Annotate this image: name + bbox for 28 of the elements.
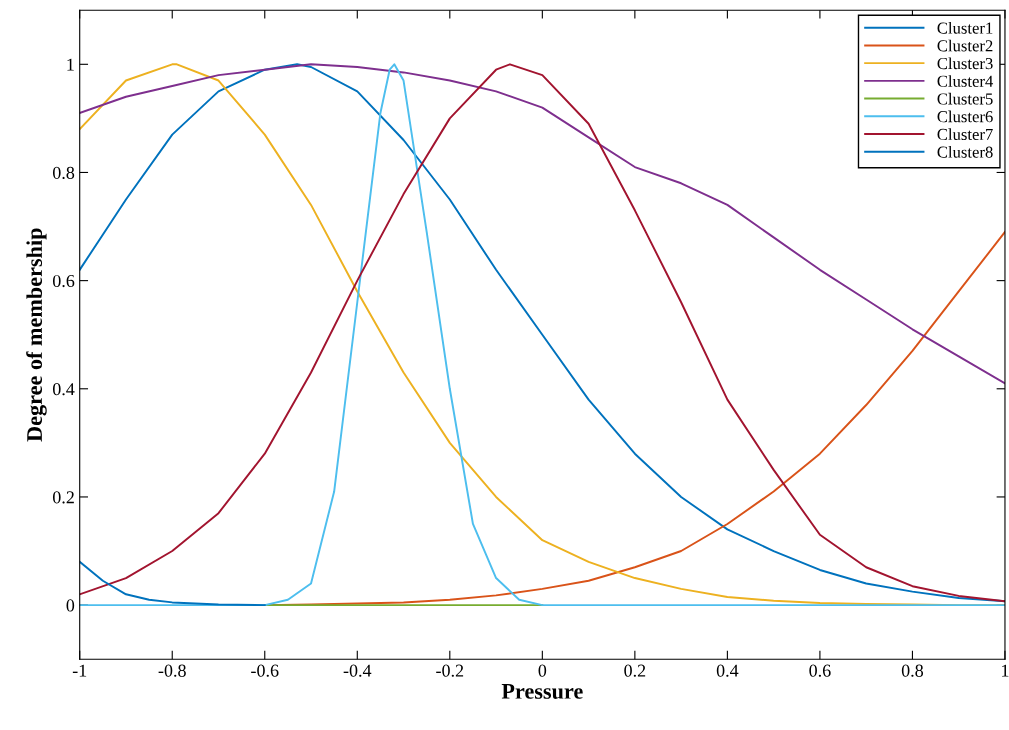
x-tick-label: 0.8 xyxy=(901,664,924,677)
legend-label: Cluster4 xyxy=(937,75,994,87)
y-axis-title: Degree of membership xyxy=(26,228,47,442)
y-tick-label: 0.8 xyxy=(52,166,75,179)
legend-label: Cluster6 xyxy=(937,110,993,123)
x-tick-label: -1 xyxy=(72,664,87,677)
x-tick-label: 0.4 xyxy=(716,664,739,677)
legend-label: Cluster3 xyxy=(937,57,993,70)
y-tick-label: 0 xyxy=(66,599,75,612)
y-tick-label: 0.2 xyxy=(52,491,74,504)
y-tick-label: 0.6 xyxy=(52,274,75,288)
legend-label: Cluster7 xyxy=(937,128,993,141)
x-tick-label: 0.2 xyxy=(624,664,646,677)
legend-label: Cluster5 xyxy=(937,92,993,105)
legend-label: Cluster2 xyxy=(937,39,993,52)
legend-label: Cluster1 xyxy=(937,21,993,34)
x-tick-label: 0.6 xyxy=(809,664,831,677)
x-tick-label: -0.6 xyxy=(251,664,279,677)
x-tick-label: 1 xyxy=(1002,664,1009,677)
x-tick-label: -0.8 xyxy=(158,664,186,677)
y-tick-label: 0.4 xyxy=(52,383,75,396)
line-series xyxy=(79,560,266,607)
legend-label: Cluster8 xyxy=(937,146,993,158)
y-tick-label: 1 xyxy=(67,58,74,71)
x-tick-label: 0 xyxy=(538,664,547,677)
x-tick-label: -0.2 xyxy=(436,664,464,677)
x-tick-label: -0.4 xyxy=(343,664,372,677)
x-axis-title: Pressure xyxy=(501,684,583,699)
